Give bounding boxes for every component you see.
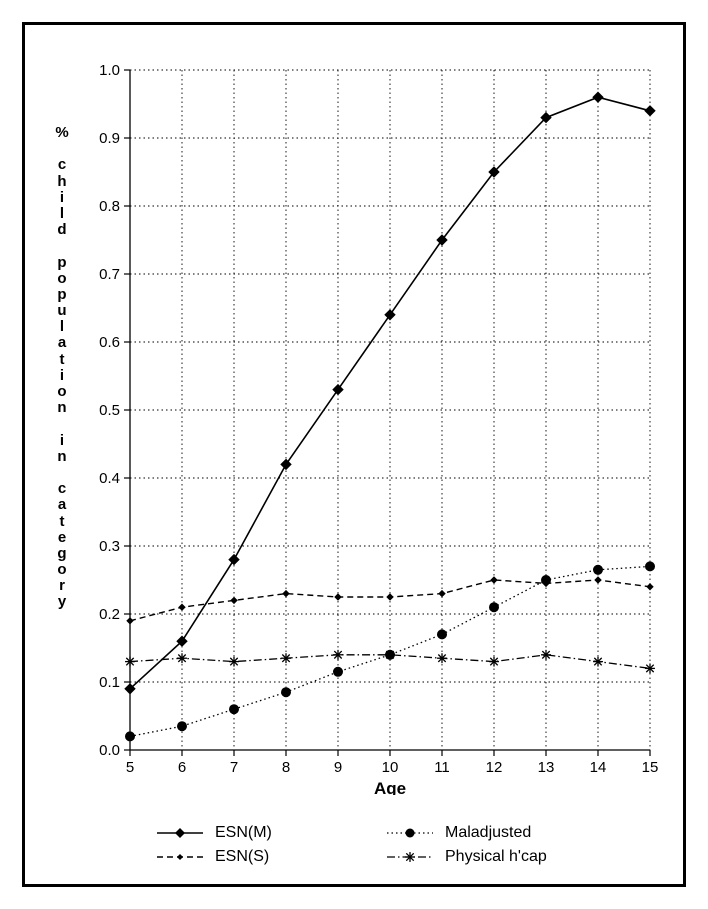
svg-text:12: 12 [486, 759, 503, 776]
svg-text:7: 7 [230, 759, 238, 776]
chart-frame: 5 6 7 8 9 10 11 12 13 14 15 Age 0.0 0.1 0.2 0.3 0.4 0.5 0.… [22, 22, 686, 887]
svg-text:0.8: 0.8 [99, 198, 120, 215]
svg-text:6: 6 [178, 759, 186, 776]
svg-text:15: 15 [642, 759, 659, 776]
svg-text:0.7: 0.7 [99, 266, 120, 283]
svg-text:0.9: 0.9 [99, 130, 120, 147]
legend-item-esn-s: ESN(S) [155, 848, 385, 866]
svg-text:0.0: 0.0 [99, 742, 120, 759]
svg-text:10: 10 [382, 759, 399, 776]
svg-text:11: 11 [434, 759, 450, 776]
svg-text:0.2: 0.2 [99, 606, 120, 623]
legend-swatch-esn-m [155, 824, 205, 842]
legend-label: Maladjusted [445, 824, 531, 842]
legend-item-maladjusted: Maladjusted [385, 824, 615, 842]
legend-swatch-maladjusted [385, 824, 435, 842]
svg-text:0.4: 0.4 [99, 470, 120, 487]
page: 5 6 7 8 9 10 11 12 13 14 15 Age 0.0 0.1 0.2 0.3 0.4 0.5 0.… [0, 0, 708, 909]
svg-text:9: 9 [334, 759, 342, 776]
svg-text:0.3: 0.3 [99, 538, 120, 555]
legend-item-physical: Physical h'cap [385, 848, 615, 866]
svg-text:0.1: 0.1 [99, 674, 120, 691]
legend-swatch-physical [385, 848, 435, 866]
svg-text:0.6: 0.6 [99, 334, 120, 351]
svg-text:13: 13 [538, 759, 555, 776]
svg-text:5: 5 [126, 759, 134, 776]
legend-label: ESN(S) [215, 848, 269, 866]
svg-text:8: 8 [282, 759, 290, 776]
svg-text:14: 14 [590, 759, 607, 776]
legend-label: ESN(M) [215, 824, 272, 842]
svg-text:1.0: 1.0 [99, 62, 120, 79]
line-chart: 5 6 7 8 9 10 11 12 13 14 15 Age 0.0 0.1 0.2 0.3 0.4 0.5 0.… [25, 25, 685, 795]
y-axis-label: % c h i l d p o p u l a t i o n i n c a … [53, 125, 71, 611]
svg-text:Age: Age [374, 779, 406, 795]
legend-label: Physical h'cap [445, 848, 547, 866]
legend-item-esn-m: ESN(M) [155, 824, 385, 842]
svg-text:0.5: 0.5 [99, 402, 120, 419]
chart-legend: ESN(M) Maladjusted ESN(S) Physical h'cap [155, 824, 615, 866]
legend-swatch-esn-s [155, 848, 205, 866]
